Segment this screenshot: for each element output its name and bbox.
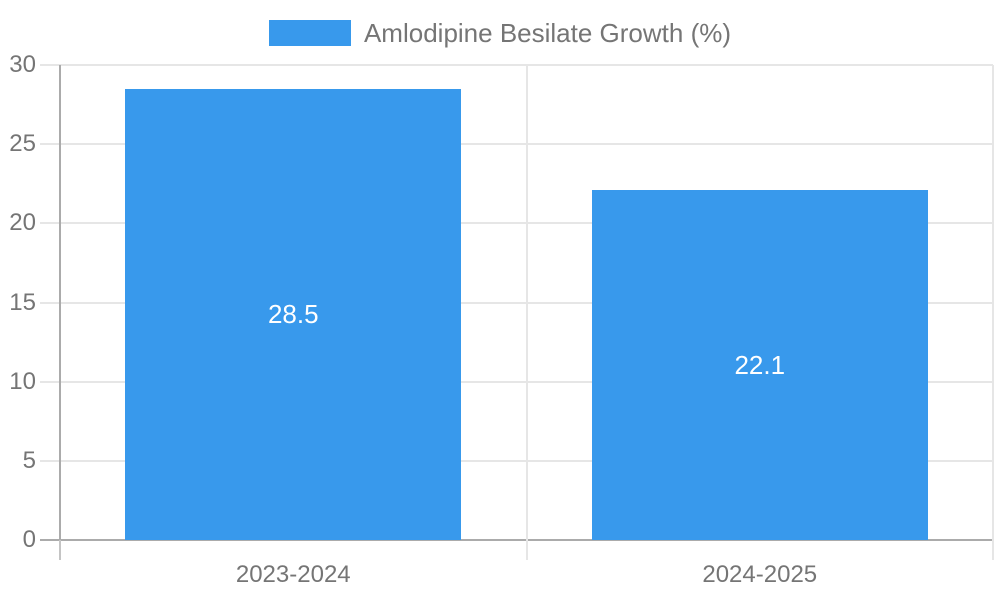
y-tick-mark xyxy=(40,143,60,146)
bar[interactable] xyxy=(591,190,928,540)
y-tick-mark xyxy=(40,64,60,66)
legend-swatch xyxy=(268,20,351,46)
x-axis-tick-label: 2024-2025 xyxy=(702,561,818,588)
y-axis-tick-label: 10 xyxy=(9,367,36,395)
x-tick-mark xyxy=(59,540,61,560)
x-tick-mark xyxy=(992,540,994,560)
y-tick-mark xyxy=(40,301,60,304)
y-axis-line xyxy=(59,65,61,540)
x-tick-mark xyxy=(525,540,528,560)
y-tick-mark xyxy=(40,539,60,541)
y-axis-tick-label: 0 xyxy=(22,526,36,553)
x-gridline xyxy=(525,65,528,540)
y-axis-tick-label: 15 xyxy=(9,288,36,316)
chart-legend[interactable]: Amlodipine Besilate Growth (%) xyxy=(0,18,1000,48)
legend-label: Amlodipine Besilate Growth (%) xyxy=(363,18,732,48)
bar[interactable] xyxy=(125,88,462,540)
y-tick-mark xyxy=(40,380,60,383)
y-axis-tick-label: 5 xyxy=(22,446,36,474)
y-axis-tick-label: 20 xyxy=(9,209,36,237)
y-tick-mark xyxy=(40,222,60,225)
y-axis-tick-label: 30 xyxy=(9,51,36,78)
y-axis-tick-label: 25 xyxy=(9,130,36,158)
x-gridline xyxy=(992,65,994,540)
y-tick-mark xyxy=(40,459,60,462)
x-axis-tick-label: 2023-2024 xyxy=(235,561,351,588)
